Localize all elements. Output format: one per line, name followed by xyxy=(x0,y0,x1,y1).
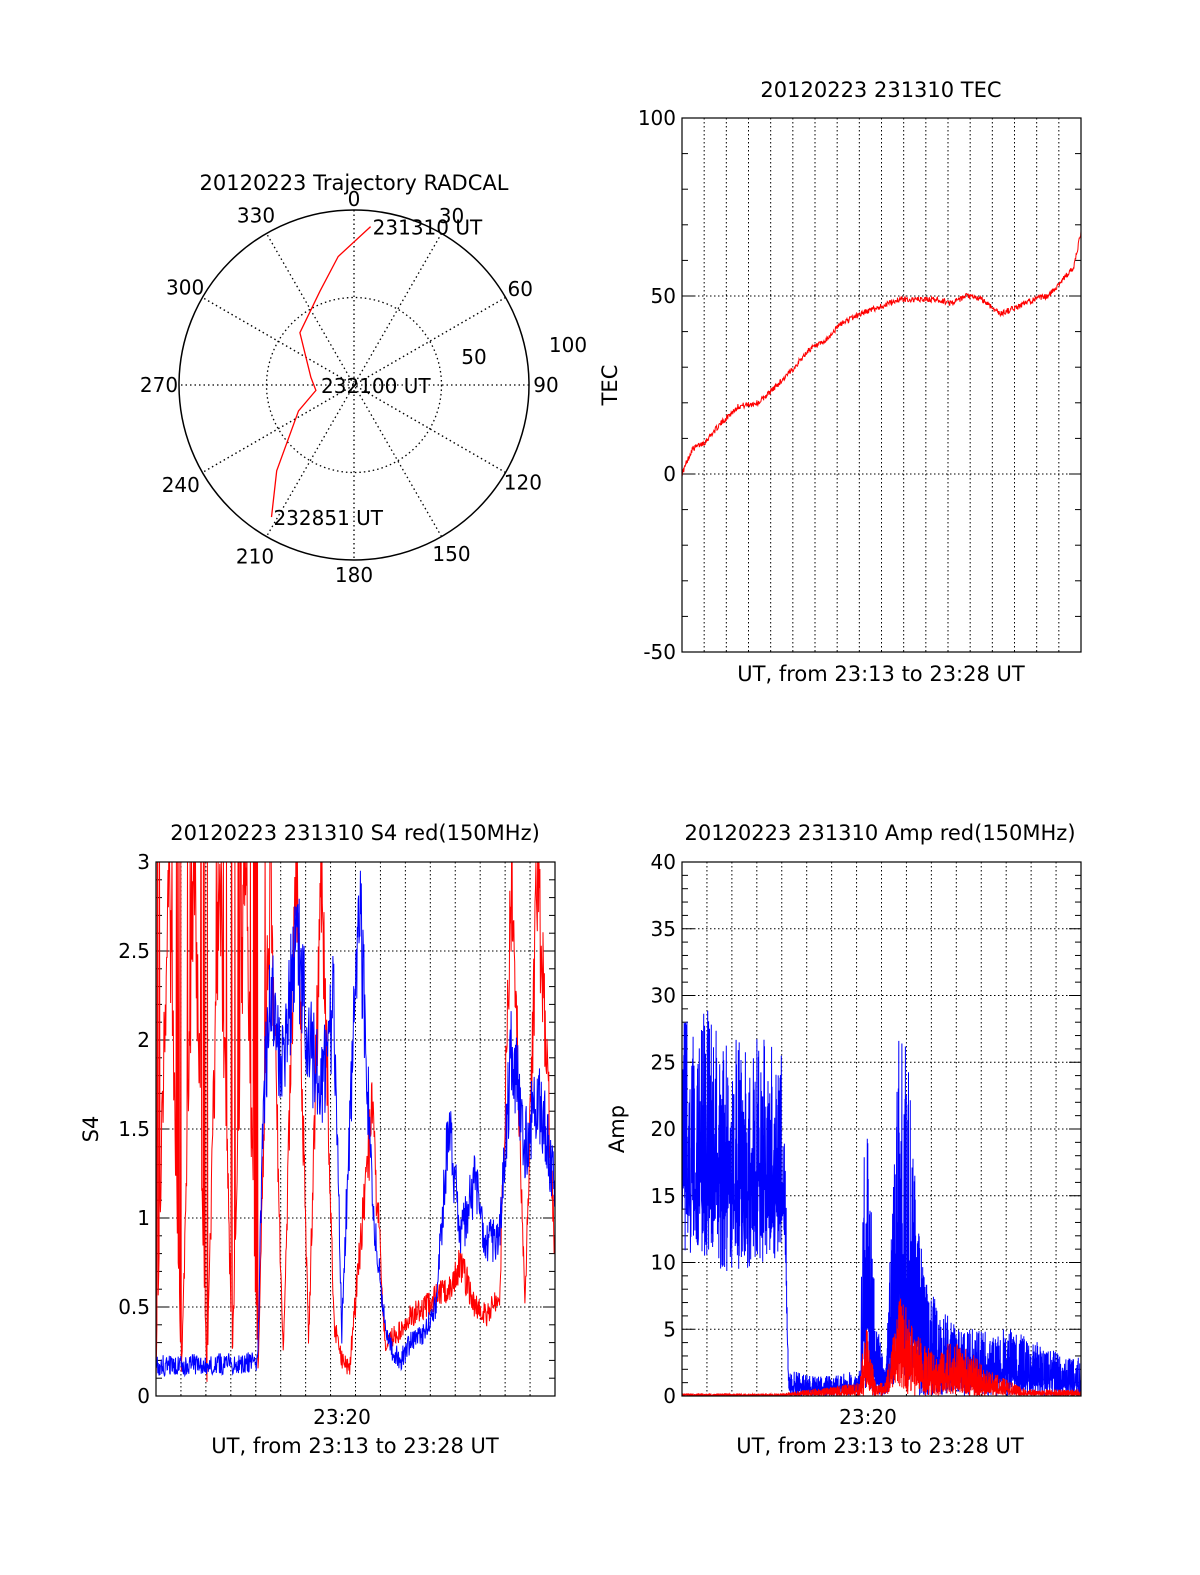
y-tick-label: 0 xyxy=(663,1384,676,1408)
trajectory-time-label: 232851 UT xyxy=(273,506,383,530)
tec-title: 20120223 231310 TEC xyxy=(760,78,1001,102)
polar-angle-labels: 0 30 60 90 120 150 180 210 240 270 300 330 xyxy=(140,187,559,587)
polar-grid xyxy=(179,210,529,560)
trajectory-time-label: 232100 UT xyxy=(321,374,431,398)
tec-grid xyxy=(682,118,1081,652)
amp-series xyxy=(682,1010,1081,1396)
y-tick-label: 5 xyxy=(663,1317,676,1341)
polar-ring-50 xyxy=(265,296,443,474)
polar-angle-label: 150 xyxy=(432,542,470,566)
y-tick-label: 2.5 xyxy=(118,939,150,963)
y-tick-label: 10 xyxy=(651,1251,676,1275)
polar-angle-label: 270 xyxy=(140,373,178,397)
series-line-0 xyxy=(682,231,1081,477)
y-tick-label: 1 xyxy=(137,1206,150,1230)
polar-angle-label: 330 xyxy=(237,203,275,227)
trajectory-time-label: 231310 UT xyxy=(373,216,483,240)
y-tick-label: 30 xyxy=(651,984,676,1008)
y-tick-label: 0 xyxy=(663,462,676,486)
polar-trajectory-panel: 20120223 Trajectory RADCAL 0 30 60 90 120 150… xyxy=(140,171,587,587)
amp-plot-frame xyxy=(681,861,1082,1397)
s4-panel: 20120223 231310 S4 red(150MHz) 0 0.5 1 1.5 2… xyxy=(79,821,556,1458)
y-tick-label: 3 xyxy=(137,850,150,874)
s4-y-axis-label: S4 xyxy=(79,1116,103,1143)
tec-panel: 20120223 231310 TEC -50 0 50 100 UT, from 2… xyxy=(598,78,1082,686)
y-tick-label: 100 xyxy=(638,106,676,130)
amp-y-tick-labels: 0 5 10 15 20 25 30 35 40 xyxy=(651,850,676,1408)
series-line-0 xyxy=(682,1010,1081,1396)
s4-x-axis-label: UT, from 23:13 to 23:28 UT xyxy=(211,1434,499,1458)
s4-plot-frame xyxy=(155,861,556,1397)
polar-radial-label-50: 50 xyxy=(461,345,486,369)
polar-angle-label: 240 xyxy=(162,473,200,497)
tec-plot-frame xyxy=(681,117,1082,653)
amp-x-tick-label: 23:20 xyxy=(839,1405,897,1429)
s4-y-tick-labels: 0 0.5 1 1.5 2 2.5 3 xyxy=(118,850,150,1408)
tec-y-axis-label: TEC xyxy=(598,365,622,407)
amp-title: 20120223 231310 Amp red(150MHz) xyxy=(684,821,1075,845)
y-tick-label: 35 xyxy=(651,917,676,941)
y-tick-label: 25 xyxy=(651,1050,676,1074)
polar-angle-label: 300 xyxy=(166,276,204,300)
amp-panel: 20120223 231310 Amp red(150MHz) 0 5 10 15 20… xyxy=(605,821,1082,1458)
y-tick-label: 50 xyxy=(651,284,676,308)
polar-angle-label: 210 xyxy=(236,544,274,568)
s4-series xyxy=(156,862,555,1382)
y-tick-label: 0 xyxy=(137,1384,150,1408)
polar-radial-label-100: 100 xyxy=(549,333,587,357)
s4-title: 20120223 231310 S4 red(150MHz) xyxy=(170,821,540,845)
y-tick-label: -50 xyxy=(643,640,676,664)
series-line-1 xyxy=(682,1298,1081,1396)
tec-y-tick-labels: -50 0 50 100 xyxy=(638,106,676,664)
polar-angle-label: 30 xyxy=(439,204,464,228)
tec-series xyxy=(682,231,1081,477)
y-tick-label: 20 xyxy=(651,1117,676,1141)
y-tick-label: 0.5 xyxy=(118,1295,150,1319)
series-line-1 xyxy=(156,870,555,1378)
polar-angle-label: 60 xyxy=(508,277,533,301)
series-line-0 xyxy=(156,862,555,1382)
y-tick-label: 1.5 xyxy=(118,1117,150,1141)
trajectory-line xyxy=(270,226,372,518)
polar-outer-ring xyxy=(178,209,530,561)
y-tick-label: 15 xyxy=(651,1184,676,1208)
y-tick-label: 2 xyxy=(137,1028,150,1052)
polar-angle-label: 90 xyxy=(533,373,558,397)
tec-x-axis-label: UT, from 23:13 to 23:28 UT xyxy=(737,662,1025,686)
polar-title: 20120223 Trajectory RADCAL xyxy=(200,171,509,195)
trajectory-annotations: 231310 UT 232100 UT 232851 UT xyxy=(273,216,483,530)
s4-x-tick-label: 23:20 xyxy=(313,1405,371,1429)
amp-y-axis-label: Amp xyxy=(605,1105,629,1153)
polar-angle-label: 120 xyxy=(504,471,542,495)
polar-angle-label: 0 xyxy=(348,187,361,211)
polar-angle-label: 180 xyxy=(335,563,373,587)
amp-x-axis-label: UT, from 23:13 to 23:28 UT xyxy=(736,1434,1024,1458)
y-tick-label: 40 xyxy=(651,850,676,874)
